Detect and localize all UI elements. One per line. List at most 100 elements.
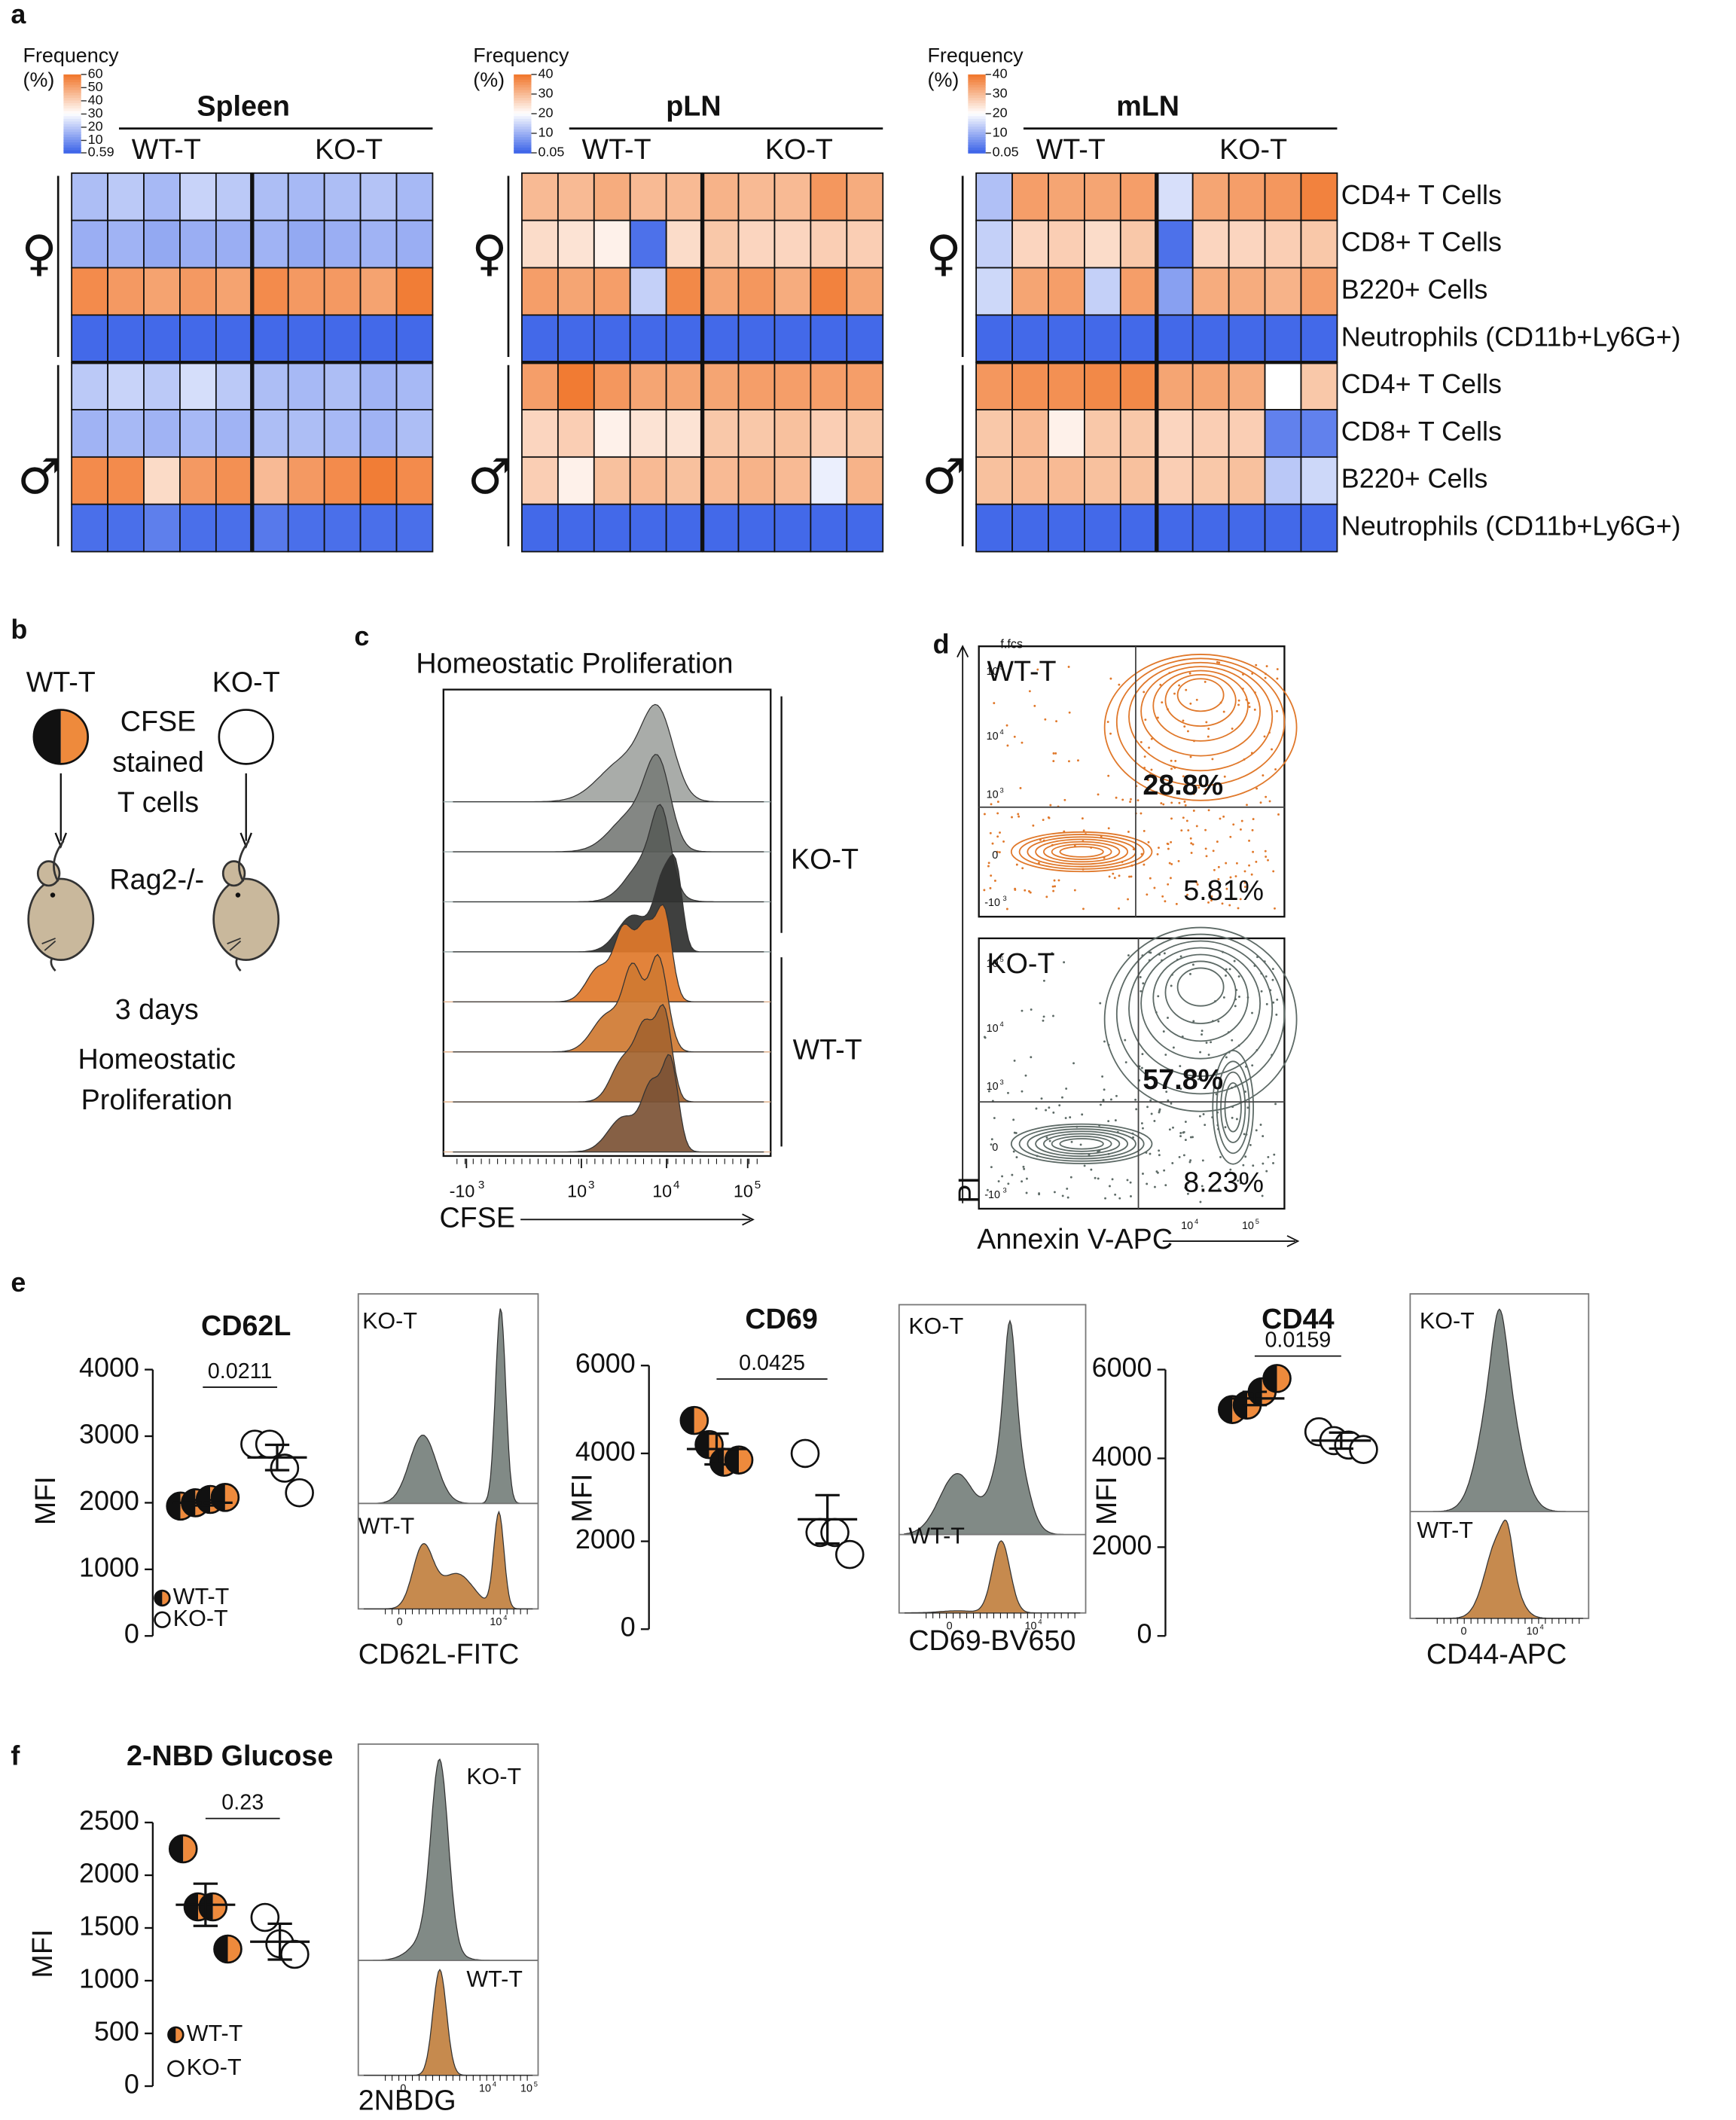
event-dot	[996, 812, 999, 815]
sex-label: ♀	[926, 226, 961, 282]
event-dot	[1013, 735, 1016, 738]
event-dot	[1171, 1162, 1174, 1164]
event-dot	[1024, 1074, 1027, 1077]
colorbar-step	[968, 145, 986, 148]
data-point	[285, 1478, 314, 1508]
heatmap-cell	[1191, 409, 1230, 458]
point-half	[739, 1446, 753, 1474]
heatmap-cell	[593, 456, 631, 505]
heatmap-cell	[323, 314, 362, 364]
colorbar-step	[514, 127, 532, 130]
y-tick-label: 3000	[79, 1419, 139, 1449]
event-dot	[1161, 701, 1164, 704]
y-tick-label: 10	[987, 958, 999, 970]
group-label: WT-T	[132, 133, 201, 165]
event-dot	[1106, 721, 1109, 723]
colorbar-tick-label: 10	[88, 132, 103, 147]
event-dot	[1231, 728, 1234, 730]
group-label: WT-T	[26, 666, 96, 697]
contour	[1018, 834, 1145, 870]
heatmap-cell	[1119, 503, 1158, 553]
colorbar-step	[63, 113, 81, 117]
p-value: 0.0211	[208, 1359, 273, 1383]
point-half	[680, 1407, 694, 1435]
event-dot	[1274, 768, 1277, 770]
point-half	[1277, 1365, 1291, 1392]
event-dot	[1038, 1192, 1041, 1194]
heatmap-cell	[1048, 456, 1085, 505]
colorbar-step	[968, 77, 986, 81]
error-bar	[191, 1499, 215, 1507]
heatmap-cell	[179, 409, 217, 458]
event-dot	[1109, 1185, 1111, 1188]
event-dot	[1127, 898, 1129, 901]
event-dot	[1139, 976, 1142, 978]
heatmap-cell	[557, 361, 595, 410]
heatmap-cell	[701, 409, 740, 458]
contour	[1027, 1128, 1136, 1160]
event-dot	[1072, 1062, 1075, 1065]
event-dot	[1025, 1191, 1028, 1194]
legend-title: Frequency	[23, 44, 120, 67]
event-dot	[1045, 1136, 1048, 1139]
event-dot	[1237, 975, 1240, 978]
event-dot	[1238, 996, 1240, 998]
event-dot	[1068, 760, 1070, 763]
event-dot	[1157, 995, 1160, 998]
event-dot	[1198, 786, 1201, 789]
event-dot	[1156, 1171, 1159, 1174]
panel-label: c	[354, 621, 369, 651]
heatmap-cell	[215, 456, 253, 505]
y-tick-label: 0	[621, 1612, 636, 1643]
event-dot	[1179, 1065, 1182, 1068]
event-dot	[1205, 855, 1208, 858]
cell-icon-right	[60, 709, 88, 764]
heatmap-cell	[737, 503, 776, 553]
heatmap-cell	[395, 172, 434, 221]
event-dot	[1115, 1094, 1118, 1097]
x-tick-label: -10	[450, 1182, 475, 1201]
event-dot	[1253, 708, 1256, 711]
event-dot	[1207, 728, 1210, 731]
event-dot	[1135, 1108, 1138, 1111]
contour	[1216, 1060, 1250, 1155]
heatmap-cell	[773, 361, 812, 410]
event-dot	[1051, 952, 1054, 955]
histogram-tick-label: 0	[1460, 1626, 1466, 1638]
heatmap-cell	[359, 172, 398, 221]
heatmap-cell	[1264, 409, 1302, 458]
heatmap-cell	[1011, 314, 1049, 364]
event-dot	[1162, 1030, 1165, 1033]
event-dot	[1058, 1104, 1061, 1107]
event-dot	[1265, 1170, 1268, 1173]
heatmap-cell	[359, 503, 398, 553]
event-dot	[1244, 1091, 1246, 1093]
event-dot	[1147, 779, 1149, 782]
event-dot	[1225, 862, 1228, 865]
error-bar	[815, 1493, 840, 1545]
mouse-eye	[235, 892, 241, 898]
event-dot	[1179, 1135, 1182, 1138]
event-dot	[1126, 1179, 1129, 1182]
event-dot	[997, 1180, 1000, 1182]
heatmap-cell	[1264, 361, 1302, 410]
event-dot	[1255, 860, 1258, 863]
event-dot	[1054, 752, 1057, 755]
event-dot	[1103, 1088, 1106, 1091]
event-dot	[1069, 1176, 1072, 1179]
quadrant-percent: 57.8%	[1143, 1063, 1223, 1095]
event-dot	[1195, 825, 1198, 828]
event-dot	[1264, 850, 1267, 853]
event-dot	[1204, 1124, 1207, 1127]
colorbar-step	[63, 102, 81, 107]
colorbar-step	[514, 111, 532, 114]
colorbar-step	[63, 79, 81, 84]
event-dot	[1143, 755, 1146, 758]
heatmap-cell	[107, 456, 145, 505]
colorbar-step	[514, 150, 532, 154]
event-dot	[1243, 881, 1246, 884]
event-dot	[1216, 840, 1219, 843]
heatmap-cell	[287, 314, 325, 364]
point-half	[166, 1492, 181, 1520]
event-dot	[1204, 847, 1207, 850]
